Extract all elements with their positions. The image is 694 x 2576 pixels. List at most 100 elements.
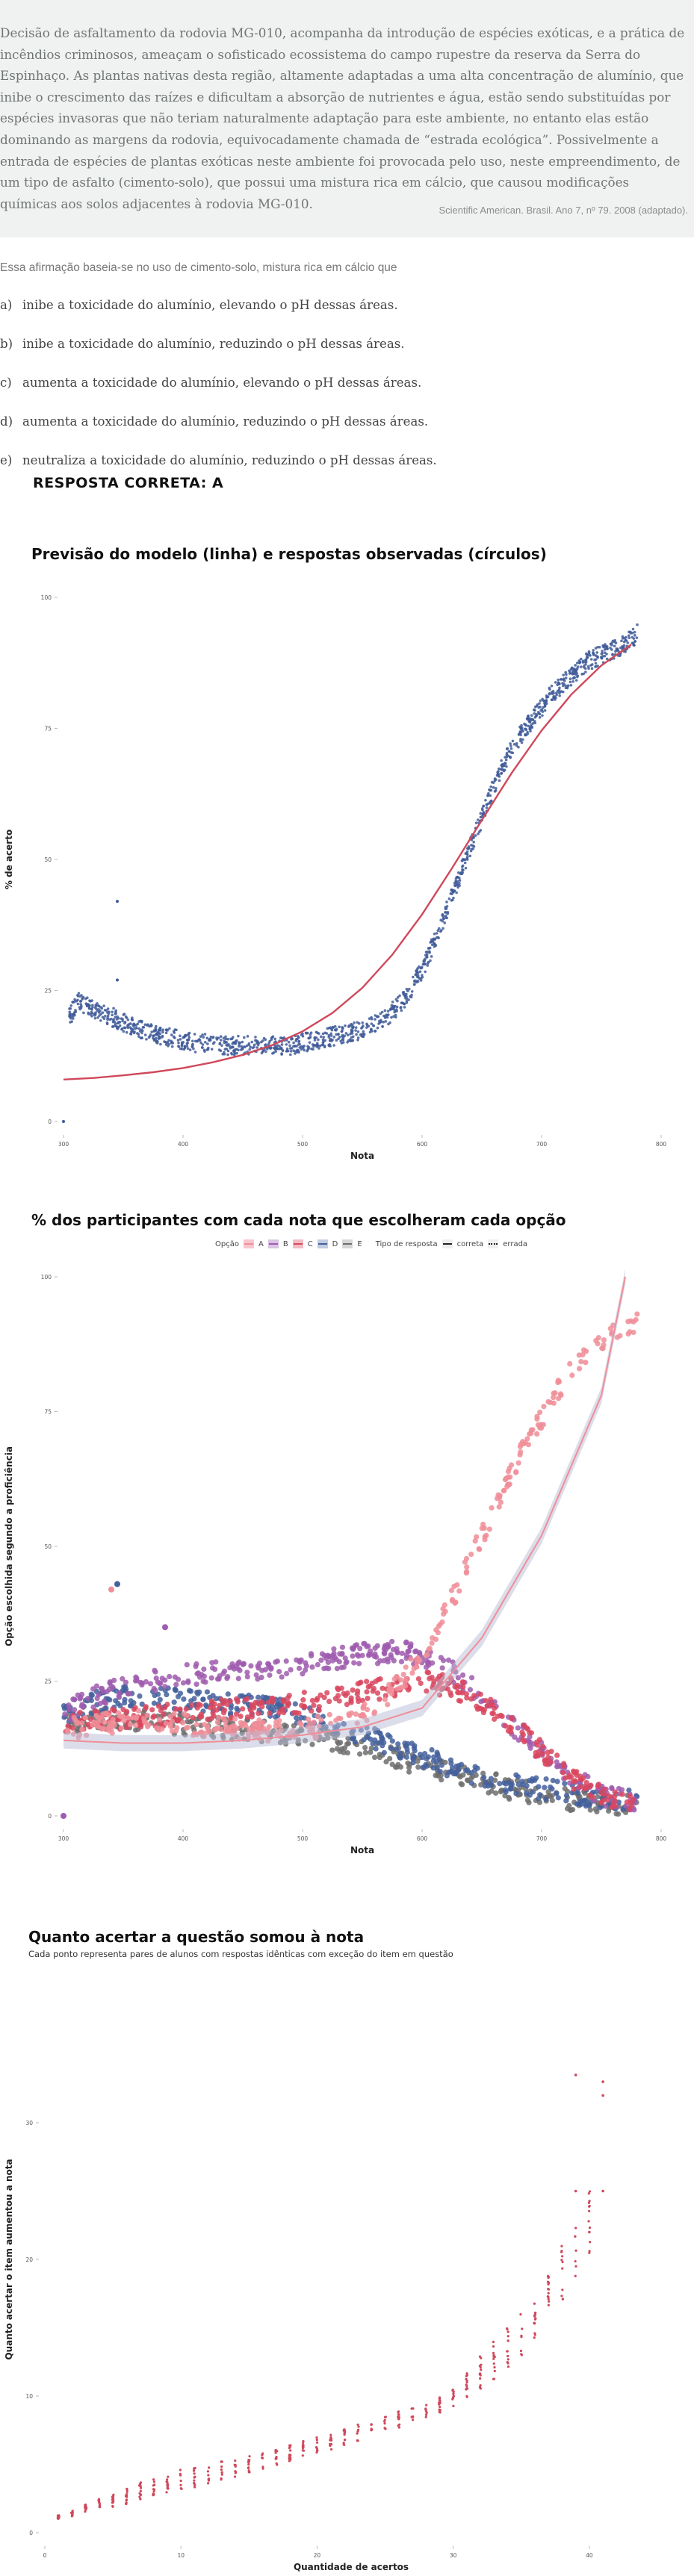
chart2-point-option-d [365, 1735, 371, 1740]
chart2-point-option-c [489, 1711, 495, 1717]
chart1-observed-point [252, 1045, 255, 1049]
chart1-observed-point [146, 1024, 149, 1027]
chart1-observed-point [353, 1021, 356, 1024]
chart1-observed-point [584, 671, 587, 673]
chart1-observed-point [398, 994, 401, 998]
chart1-observed-point [332, 1044, 335, 1047]
chart2-point-option-a [464, 1564, 470, 1570]
chart1-observed-point [436, 929, 440, 932]
chart2-point-option-c [457, 1698, 463, 1704]
chart3-point [587, 2220, 590, 2223]
chart2-point-option-b [143, 1679, 149, 1685]
chart3-point [166, 2478, 169, 2481]
chart2-point-option-d [444, 1773, 450, 1779]
chart2-point-option-e [562, 1785, 568, 1792]
chart2-point-option-a [555, 1396, 562, 1401]
chart2-point-option-b [389, 1638, 395, 1645]
chart1-observed-point [350, 1036, 353, 1039]
chart1-observed-point [338, 1025, 341, 1029]
chart1-observed-point [112, 1007, 115, 1010]
chart1-observed-point [603, 654, 607, 658]
chart1-outlier-point [62, 1120, 65, 1123]
chart3-point [69, 2511, 73, 2515]
chart2-point-option-d [439, 1762, 444, 1768]
chart3-point [301, 2447, 305, 2450]
chart1-observed-point [331, 1038, 334, 1042]
chart2-point-option-d [524, 1790, 530, 1796]
chart1-observed-point [361, 1021, 365, 1024]
chart3-point [179, 2472, 182, 2475]
chart1-observed-point [122, 1030, 126, 1033]
chart2-point-option-b [108, 1683, 114, 1689]
alternative-text: aumenta a toxicidade do alumínio, reduzi… [22, 414, 429, 429]
chart1-observed-point [315, 1044, 318, 1047]
chart2-point-option-e [492, 1790, 499, 1796]
chart2-point-option-d [424, 1755, 430, 1761]
chart2-point-option-a [214, 1719, 220, 1726]
chart3-point [98, 2506, 101, 2509]
chart1-observed-point [127, 1023, 131, 1026]
chart2-point-option-d [532, 1777, 538, 1783]
chart1-observed-point [524, 732, 527, 736]
chart1-observed-point [415, 969, 418, 973]
chart1-observed-point [391, 1001, 394, 1004]
chart3-point [547, 2288, 550, 2291]
chart2-point-option-d [420, 1764, 426, 1770]
chart1-observed-point [584, 652, 588, 656]
chart2-point-option-b [279, 1674, 285, 1680]
chart1-observed-point [347, 1039, 350, 1042]
chart2-point-option-a [414, 1664, 420, 1670]
chart1-observed-point [381, 1024, 384, 1028]
chart1-observed-point [384, 1015, 387, 1018]
legend-swatch-e [342, 1239, 353, 1248]
chart2-point-option-c [499, 1714, 505, 1720]
chart2-point-option-a [403, 1676, 409, 1681]
chart1-observed-point [527, 721, 531, 724]
chart1-observed-point [599, 656, 603, 659]
alternative-d: d) aumenta a toxicidade do alumínio, redu… [0, 414, 428, 429]
chart2-point-option-c [536, 1748, 542, 1755]
chart2-point-option-a [130, 1714, 136, 1721]
chart3-point [383, 2422, 386, 2425]
chart1-observed-point [586, 656, 589, 659]
chart2-point-option-b [193, 1681, 199, 1687]
chart2-point-option-a [515, 1460, 521, 1466]
chart3-subtitle: Cada ponto representa pares de alunos co… [28, 1949, 453, 1959]
chart1-observed-point [203, 1033, 207, 1036]
chart2-point-option-a [326, 1711, 332, 1717]
chart3-point [356, 2439, 359, 2442]
chart3-point [276, 2450, 279, 2453]
chart1-observed-point [505, 747, 509, 750]
chart1-observed-point [601, 650, 604, 653]
chart1-observed-point [443, 921, 447, 924]
chart2-point-option-b [394, 1646, 400, 1652]
chart2-point-option-c [415, 1676, 422, 1682]
chart1-observed-point [317, 1047, 320, 1050]
chart1-observed-point [114, 1022, 117, 1026]
chart1-observed-point [463, 858, 466, 861]
chart1-observed-point [533, 720, 536, 723]
chart2-point-option-d [463, 1767, 469, 1773]
chart2-point-option-a [607, 1325, 613, 1331]
chart2-point-option-b [267, 1672, 273, 1679]
chart3-point [521, 2327, 524, 2330]
chart1-observed-point [469, 849, 473, 853]
chart2-point-option-c [468, 1696, 474, 1702]
chart1-observed-point [392, 1005, 395, 1008]
alternative-letter: a) [0, 298, 13, 312]
chart3-point [193, 2472, 196, 2475]
alternative-text: inibe a toxicidade do alumínio, elevando… [22, 298, 398, 312]
chart1-observed-point [495, 787, 498, 790]
chart1-observed-point [129, 1032, 132, 1036]
chart2-point-option-b [173, 1681, 179, 1687]
chart2-point-option-c [535, 1752, 541, 1758]
chart1-observed-point [306, 1045, 309, 1048]
chart3-point [274, 2451, 277, 2454]
chart2-point-option-b [185, 1679, 191, 1685]
chart3-point [397, 2412, 400, 2416]
chart1-observed-point [315, 1042, 319, 1045]
chart1-observed-point [302, 1047, 305, 1050]
chart1-observed-point [187, 1032, 190, 1036]
chart2-point-option-d [381, 1749, 387, 1755]
